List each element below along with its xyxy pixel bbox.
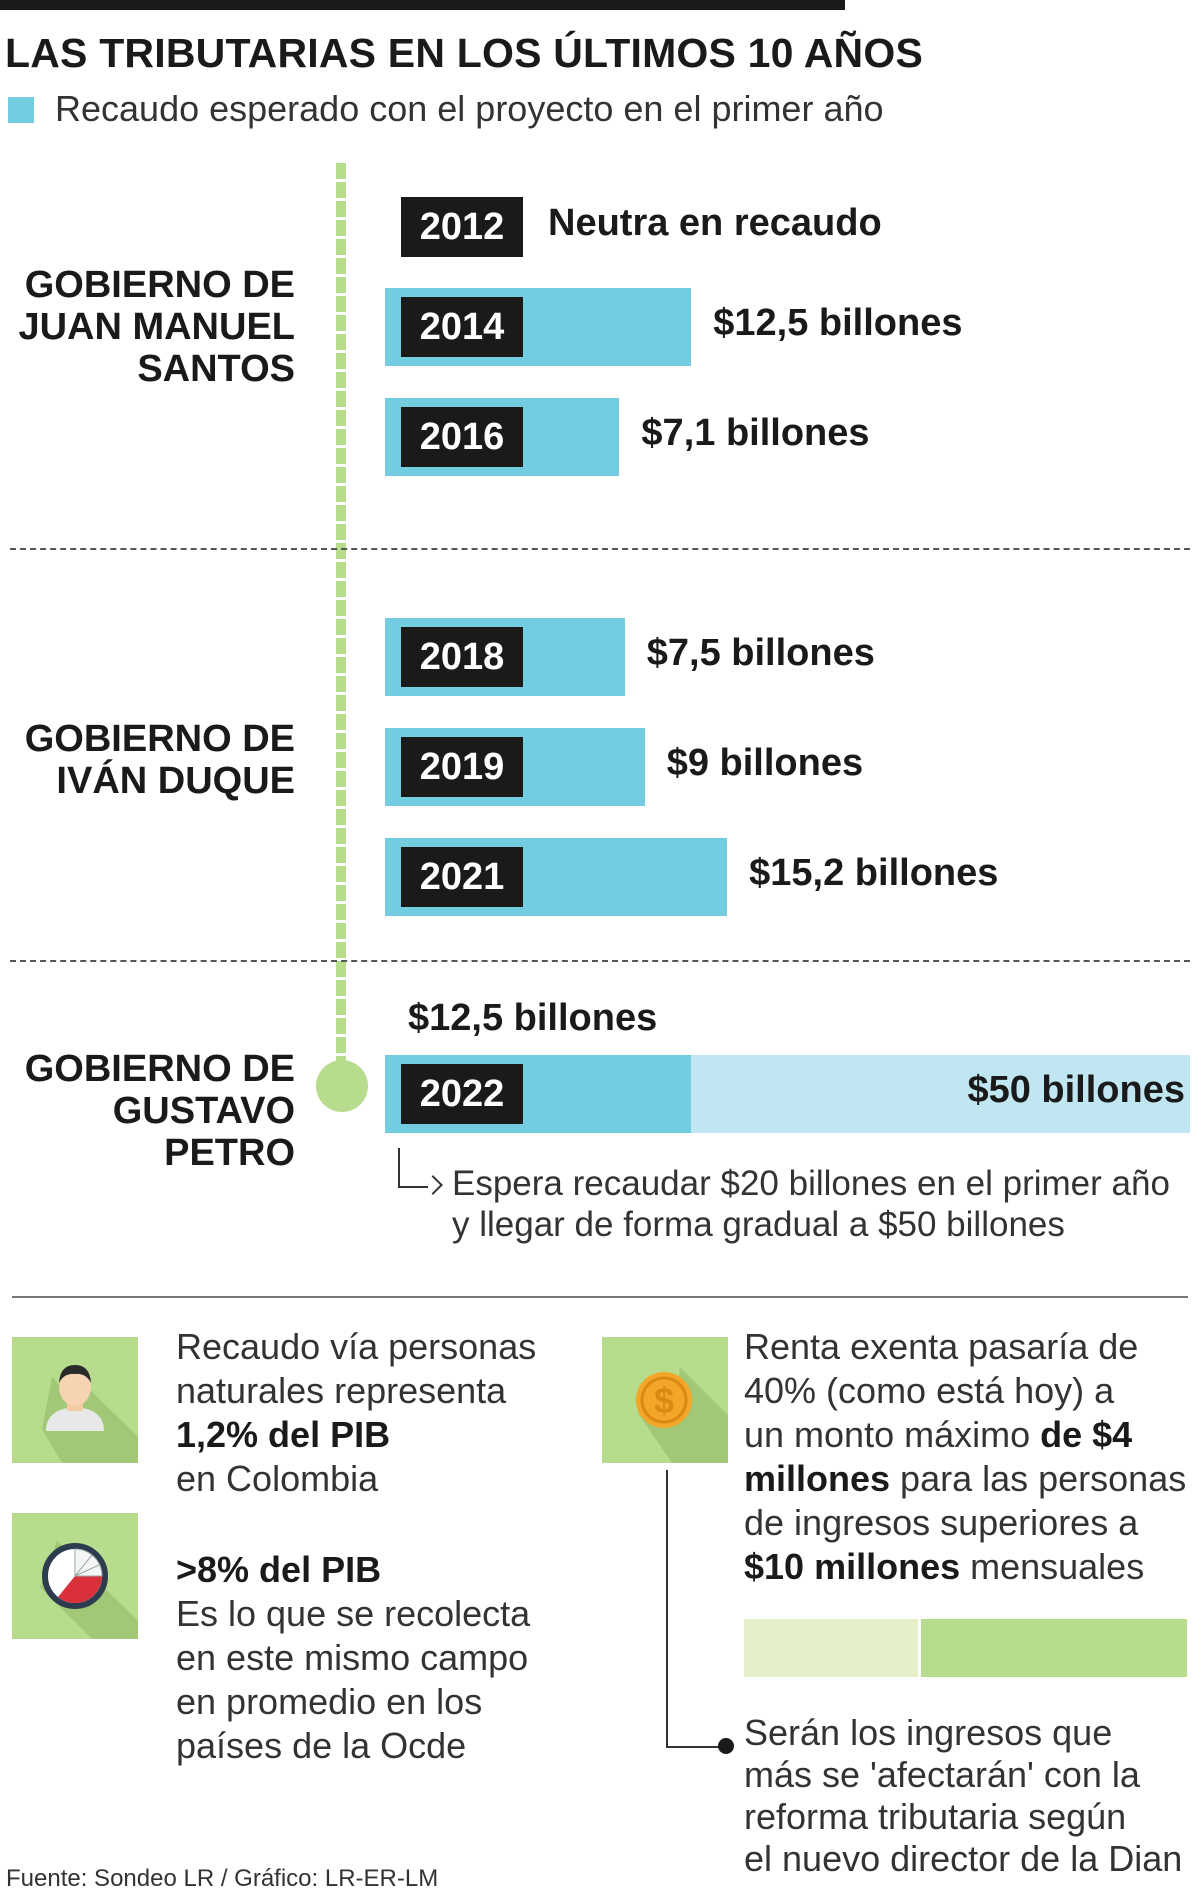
year-label-2018: 2018 xyxy=(401,627,523,687)
fact-ocde-line: países de la Ocde xyxy=(176,1725,467,1766)
year-label-2022: 2022 xyxy=(401,1064,523,1124)
page-title: LAS TRIBUTARIAS EN LOS ÚLTIMOS 10 AÑOS xyxy=(5,30,923,76)
value-label-2012: Neutra en recaudo xyxy=(548,202,882,244)
income-bar-light xyxy=(744,1619,918,1677)
gov-label-santos: GOBIERNO DE JUAN MANUEL SANTOS xyxy=(18,264,295,390)
svg-text:$: $ xyxy=(654,1380,674,1421)
gov-label-petro: GOBIERNO DE GUSTAVO PETRO xyxy=(24,1048,295,1174)
fact-ingresos: Serán los ingresos que más se 'afectarán… xyxy=(744,1712,1182,1880)
year-label-2016: 2016 xyxy=(401,407,523,467)
note-arrow-stem xyxy=(398,1148,400,1186)
connector-vertical xyxy=(666,1470,668,1746)
income-bar-dark xyxy=(921,1619,1187,1677)
fact-personas-line1: Recaudo vía personas xyxy=(176,1326,537,1367)
fact-renta-line6: mensuales xyxy=(960,1546,1145,1587)
petro-note: Espera recaudar $20 billones en el prime… xyxy=(452,1164,1170,1244)
gov-label-duque: GOBIERNO DE IVÁN DUQUE xyxy=(24,718,295,802)
fact-renta-line4: para las personas xyxy=(890,1458,1187,1499)
fact-renta-line6-bold: $10 millones xyxy=(744,1546,961,1587)
fact-personas-highlight: 1,2% del PIB xyxy=(176,1414,391,1455)
legend-label: Recaudo esperado con el proyecto en el p… xyxy=(55,88,884,129)
top-rule xyxy=(0,0,845,10)
legend-swatch xyxy=(8,97,34,123)
fact-renta: Renta exenta pasaría de 40% (como está h… xyxy=(744,1325,1186,1589)
timeline-end-dot xyxy=(316,1060,368,1112)
arrow-right-icon xyxy=(423,1175,443,1195)
fact-ingresos-line: reforma tributaria según xyxy=(744,1796,1127,1837)
connector-horizontal xyxy=(666,1746,722,1748)
fact-personas-line3: en Colombia xyxy=(176,1458,379,1499)
value-label-2019: $9 billones xyxy=(666,742,864,784)
fact-ingresos-line: más se 'afectarán' con la xyxy=(744,1754,1140,1795)
fact-personas: Recaudo vía personas naturales represent… xyxy=(176,1325,536,1501)
fact-ocde: >8% del PIB Es lo que se recolecta en es… xyxy=(176,1548,530,1768)
value-label-2021: $15,2 billones xyxy=(749,852,999,894)
fact-renta-line1: Renta exenta pasaría de xyxy=(744,1326,1139,1367)
pie-chart-icon xyxy=(12,1513,138,1639)
fact-renta-line5: de ingresos superiores a xyxy=(744,1502,1139,1543)
fact-ingresos-line: Serán los ingresos que xyxy=(744,1712,1113,1753)
fact-renta-line3-bold: de $4 xyxy=(1040,1414,1133,1455)
source-credit: Fuente: Sondeo LR / Gráfico: LR-ER-LM xyxy=(6,1865,439,1892)
note-arrow-line xyxy=(398,1186,428,1188)
fact-personas-line2: naturales representa xyxy=(176,1370,507,1411)
fact-ocde-line: en este mismo campo xyxy=(176,1637,529,1678)
fact-ocde-highlight: >8% del PIB xyxy=(176,1549,382,1590)
value-label-2014: $12,5 billones xyxy=(713,302,963,344)
person-icon xyxy=(12,1337,138,1463)
timeline-line xyxy=(336,163,346,1077)
bar-petro-target-label: $50 billones xyxy=(967,1069,1185,1111)
value-label-2018: $7,5 billones xyxy=(646,632,875,674)
fact-ocde-line: Es lo que se recolecta xyxy=(176,1593,531,1634)
separator-duque-petro xyxy=(10,960,1190,962)
year-label-2012: 2012 xyxy=(401,197,523,257)
year-label-2021: 2021 xyxy=(401,847,523,907)
section-divider xyxy=(12,1296,1188,1298)
separator-santos-duque xyxy=(10,548,1190,550)
year-label-2019: 2019 xyxy=(401,737,523,797)
fact-renta-line3: un monto máximo xyxy=(744,1414,1041,1455)
year-label-2014: 2014 xyxy=(401,297,523,357)
fact-ocde-line: en promedio en los xyxy=(176,1681,483,1722)
fact-renta-line2: 40% (como está hoy) a xyxy=(744,1370,1115,1411)
fact-ingresos-line: el nuevo director de la Dian xyxy=(744,1838,1183,1879)
value-label-2016: $7,1 billones xyxy=(641,412,870,454)
fact-renta-line4-bold: millones xyxy=(744,1458,891,1499)
bullet-dot xyxy=(718,1738,734,1754)
dollar-coin-icon: $ xyxy=(602,1337,728,1463)
petro-value-label: $12,5 billones xyxy=(408,997,658,1039)
